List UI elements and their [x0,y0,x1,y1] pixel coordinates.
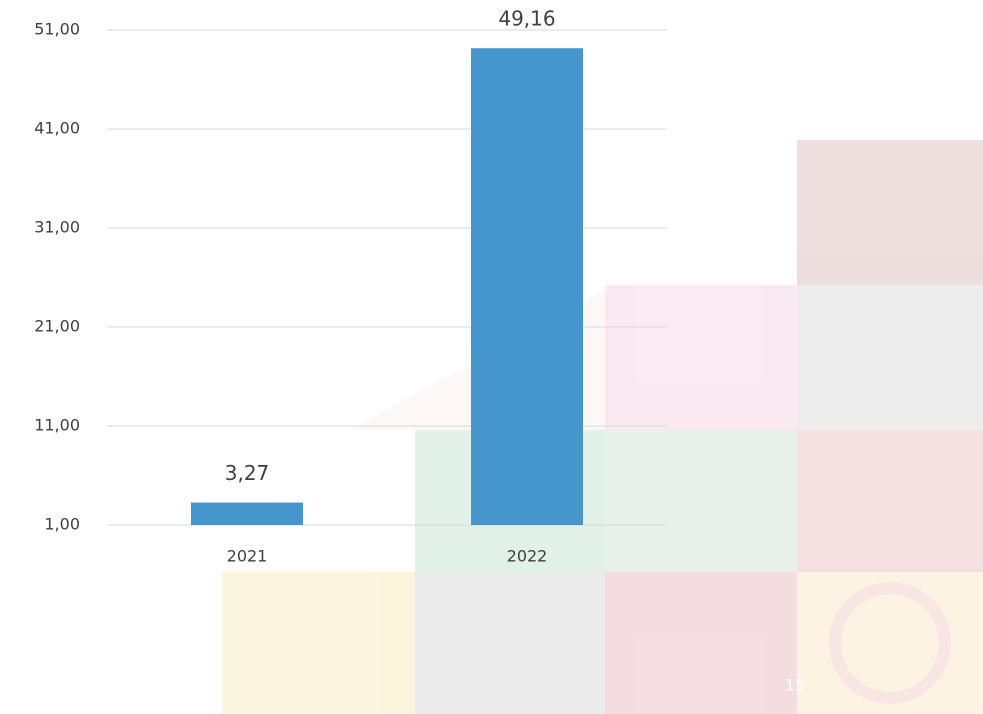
y-tick-label: 21,00 [34,317,80,336]
x-tick-label: 2021 [227,547,268,566]
x-tick-label: 2022 [507,547,548,566]
y-tick-label: 11,00 [34,416,80,435]
background-pattern [222,140,983,714]
y-tick-label: 31,00 [34,218,80,237]
slide: 15 1,00 11,00 21,00 31,00 41,00 51,00 2021 3,27… [0,0,983,714]
bar [471,48,583,525]
page-number: 15 [785,676,805,695]
y-tick-label: 1,00 [44,515,80,534]
y-tick-label: 41,00 [34,119,80,138]
value-label: 49,16 [498,7,555,31]
y-tick-label: 51,00 [34,20,80,39]
bar [191,503,303,525]
value-label: 3,27 [225,461,270,485]
page: {"chart_data": {"type": "bar", "categori… [0,0,983,714]
